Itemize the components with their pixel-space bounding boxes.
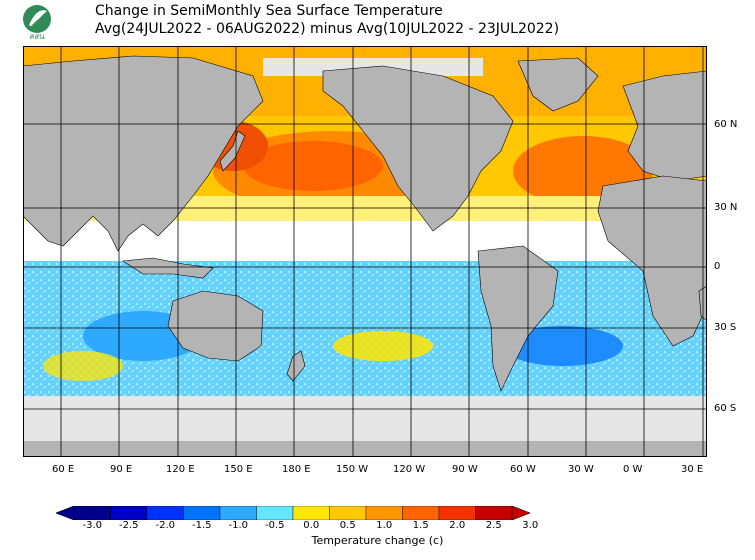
colorbar-cell [329,506,367,520]
leaf-logo-icon: สสน [23,5,51,41]
antarctica-land [23,441,707,457]
lat-label-0: 0 [714,261,721,272]
colorbar-tick-label: -2.5 [118,520,139,531]
colorbar-cell [475,506,513,520]
colorbar-tick-label: -2.0 [155,520,176,531]
anomaly-spacific-warm-patch [333,331,433,361]
logo-text: สสน [29,32,45,41]
lat-label-30n: 30 N [714,202,738,213]
colorbar-arrow-right [511,506,531,520]
colorbar-cell [365,506,403,520]
lon-label-90e: 90 E [110,464,133,475]
colorbar-tick-label: 1.5 [412,520,429,531]
colorbar-cell [73,506,111,520]
lat-label-60s: 60 S [714,403,737,414]
lon-label-90w: 90 W [452,464,478,475]
colorbar-cell [292,506,330,520]
title-line-2: Avg(24JUL2022 - 06AUG2022) minus Avg(10J… [95,21,560,37]
colorbar-tick-label: 1.0 [376,520,393,531]
indonesia-land [122,257,214,279]
south-america-land [477,245,559,392]
lon-label-30w: 30 W [568,464,594,475]
colorbar-tick-label: -1.0 [228,520,249,531]
colorbar [56,506,531,520]
lat-label-30s: 30 S [714,322,737,333]
graticule [23,46,707,457]
colorbar-label: Temperature change (c) [311,534,444,547]
map-title: Change in SemiMonthly Sea Surface Temper… [95,2,559,38]
lon-label-0w: 0 W [623,464,643,475]
lon-label-60w: 60 W [510,464,536,475]
anomaly-sw-warm-patch [43,351,123,381]
africa-land [597,175,707,347]
lon-label-120w: 120 W [393,464,426,475]
anomaly-satlantic-cool [503,326,623,366]
sst-change-map [23,46,707,457]
colorbar-cell [219,506,257,520]
lon-label-180e: 180 E [282,464,311,475]
lon-label-120e: 120 E [166,464,195,475]
australia-land [167,290,264,362]
colorbar-tick-label: 0.0 [303,520,320,531]
colorbar-tick-label: -0.5 [264,520,285,531]
north-america-land [322,65,514,232]
asia-land [23,55,264,252]
greenland-land [517,57,599,112]
colorbar-tick-label: 3.0 [522,520,539,531]
colorbar-cell [402,506,440,520]
lon-label-60e: 60 E [52,464,75,475]
colorbar-tick-label: 2.5 [485,520,502,531]
newzealand-land [286,350,306,382]
colorbar-tick-label: 0.5 [339,520,356,531]
colorbar-tick-label: -1.5 [191,520,212,531]
colorbar-cell [438,506,476,520]
colorbar-tick-label: 2.0 [449,520,466,531]
colorbar-cell [146,506,184,520]
colorbar-cell [183,506,221,520]
lon-label-30e: 30 E [681,464,704,475]
colorbar-cell [110,506,148,520]
colorbar-arrow-left [56,506,75,520]
title-line-1: Change in SemiMonthly Sea Surface Temper… [95,3,443,19]
lon-label-150e: 150 E [224,464,253,475]
japan-land [219,130,246,172]
lon-label-150w: 150 W [336,464,369,475]
agency-logo: สสน [10,3,64,41]
colorbar-cell [256,506,294,520]
anomaly-npacific-core [243,141,383,191]
lat-label-60n: 60 N [714,119,738,130]
colorbar-tick-label: -3.0 [82,520,103,531]
map-frame [23,46,707,457]
